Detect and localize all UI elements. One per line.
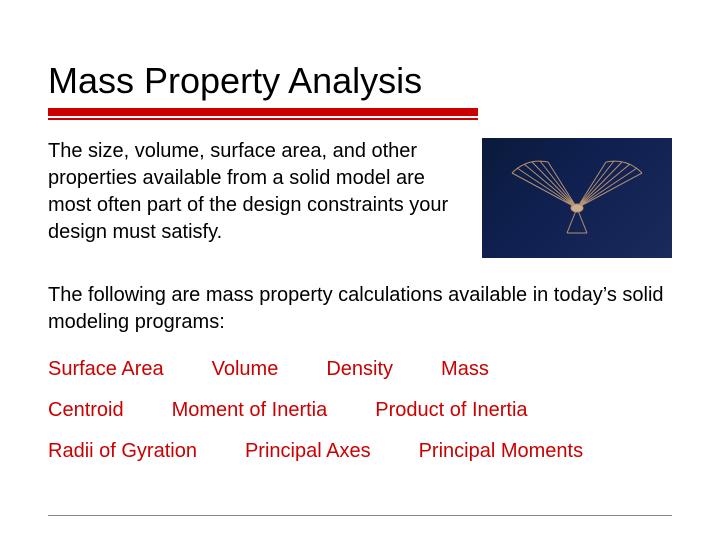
term-radii-of-gyration: Radii of Gyration: [48, 440, 197, 463]
terms-row-1: Surface Area Volume Density Mass: [48, 358, 672, 381]
page-title: Mass Property Analysis: [48, 60, 672, 102]
term-mass: Mass: [441, 358, 489, 381]
intro-row: The size, volume, surface area, and othe…: [48, 138, 672, 258]
intro-paragraph-1: The size, volume, surface area, and othe…: [48, 138, 464, 258]
term-product-of-inertia: Product of Inertia: [375, 399, 527, 422]
term-surface-area: Surface Area: [48, 358, 164, 381]
terms-row-2: Centroid Moment of Inertia Product of In…: [48, 399, 672, 422]
slide: Mass Property Analysis The size, volume,…: [0, 0, 720, 540]
footer-separator: [48, 515, 672, 516]
term-centroid: Centroid: [48, 399, 124, 422]
wing-illustration-icon: [482, 138, 672, 258]
term-principal-axes: Principal Axes: [245, 440, 371, 463]
title-rule-thick: [48, 108, 478, 116]
intro-paragraph-2: The following are mass property calculat…: [48, 282, 672, 336]
term-moment-of-inertia: Moment of Inertia: [172, 399, 328, 422]
term-principal-moments: Principal Moments: [419, 440, 584, 463]
term-volume: Volume: [212, 358, 279, 381]
title-rule-thin: [48, 118, 478, 120]
ornithopter-image: [482, 138, 672, 258]
term-density: Density: [326, 358, 393, 381]
terms-row-3: Radii of Gyration Principal Axes Princip…: [48, 440, 672, 463]
